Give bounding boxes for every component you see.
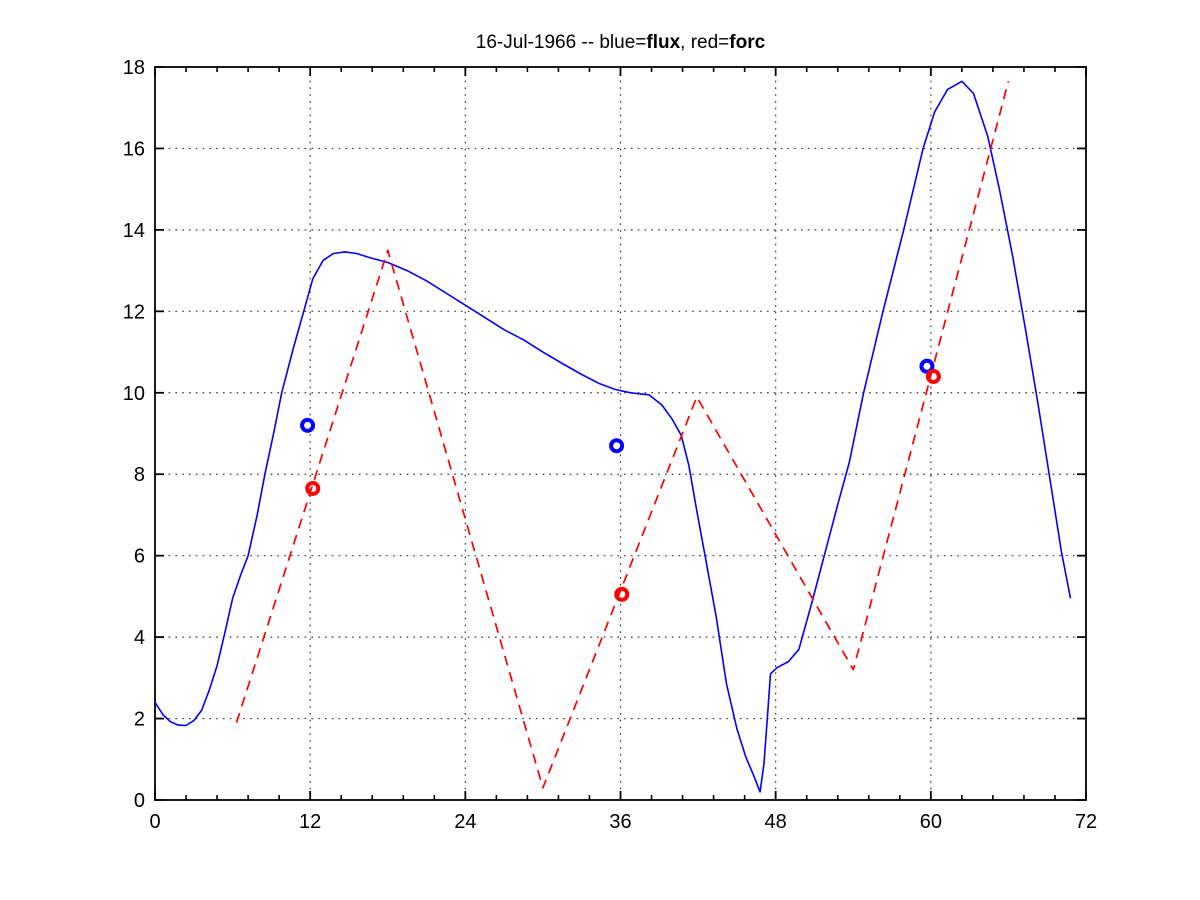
chart-title-segment-bold: forc — [729, 32, 765, 53]
chart-title: 16-Jul-1966 -- blue=flux, red=forc — [476, 32, 766, 53]
y-axis-tick-label: 2 — [134, 709, 145, 731]
y-axis-tick-label: 4 — [134, 627, 145, 649]
y-axis-tick-label: 8 — [134, 464, 145, 486]
chart-title-segment-bold: flux — [646, 32, 680, 53]
forc-observations-marker — [305, 480, 321, 496]
y-axis-tick-label: 18 — [123, 57, 145, 79]
y-axis-tick-label: 0 — [134, 790, 145, 812]
x-axis-tick-label: 60 — [920, 811, 942, 833]
forc-line — [235, 81, 1010, 789]
x-axis-tick-label: 0 — [149, 811, 160, 833]
y-axis-tick-label: 14 — [123, 220, 145, 242]
x-axis-tick-label: 12 — [299, 811, 321, 833]
flux-observations-marker — [300, 417, 316, 433]
x-axis-tick-label: 36 — [609, 811, 631, 833]
y-axis-tick-label: 12 — [123, 301, 145, 323]
x-axis-tick-label: 72 — [1075, 811, 1097, 833]
y-axis-tick-label: 6 — [134, 546, 145, 568]
chart-title-segment: , red= — [680, 32, 729, 53]
y-axis-tick-label: 16 — [123, 138, 145, 160]
y-axis-tick-label: 10 — [123, 383, 145, 405]
flux-observations-marker — [609, 438, 625, 454]
flux-observations-marker — [919, 358, 935, 374]
x-axis-tick-label: 24 — [454, 811, 476, 833]
forc-observations-marker — [614, 586, 630, 602]
x-axis-tick-label: 48 — [765, 811, 787, 833]
forc-observations-marker — [925, 368, 941, 384]
flux-line — [154, 80, 1072, 793]
chart-title-segment: 16-Jul-1966 -- blue= — [476, 32, 647, 53]
